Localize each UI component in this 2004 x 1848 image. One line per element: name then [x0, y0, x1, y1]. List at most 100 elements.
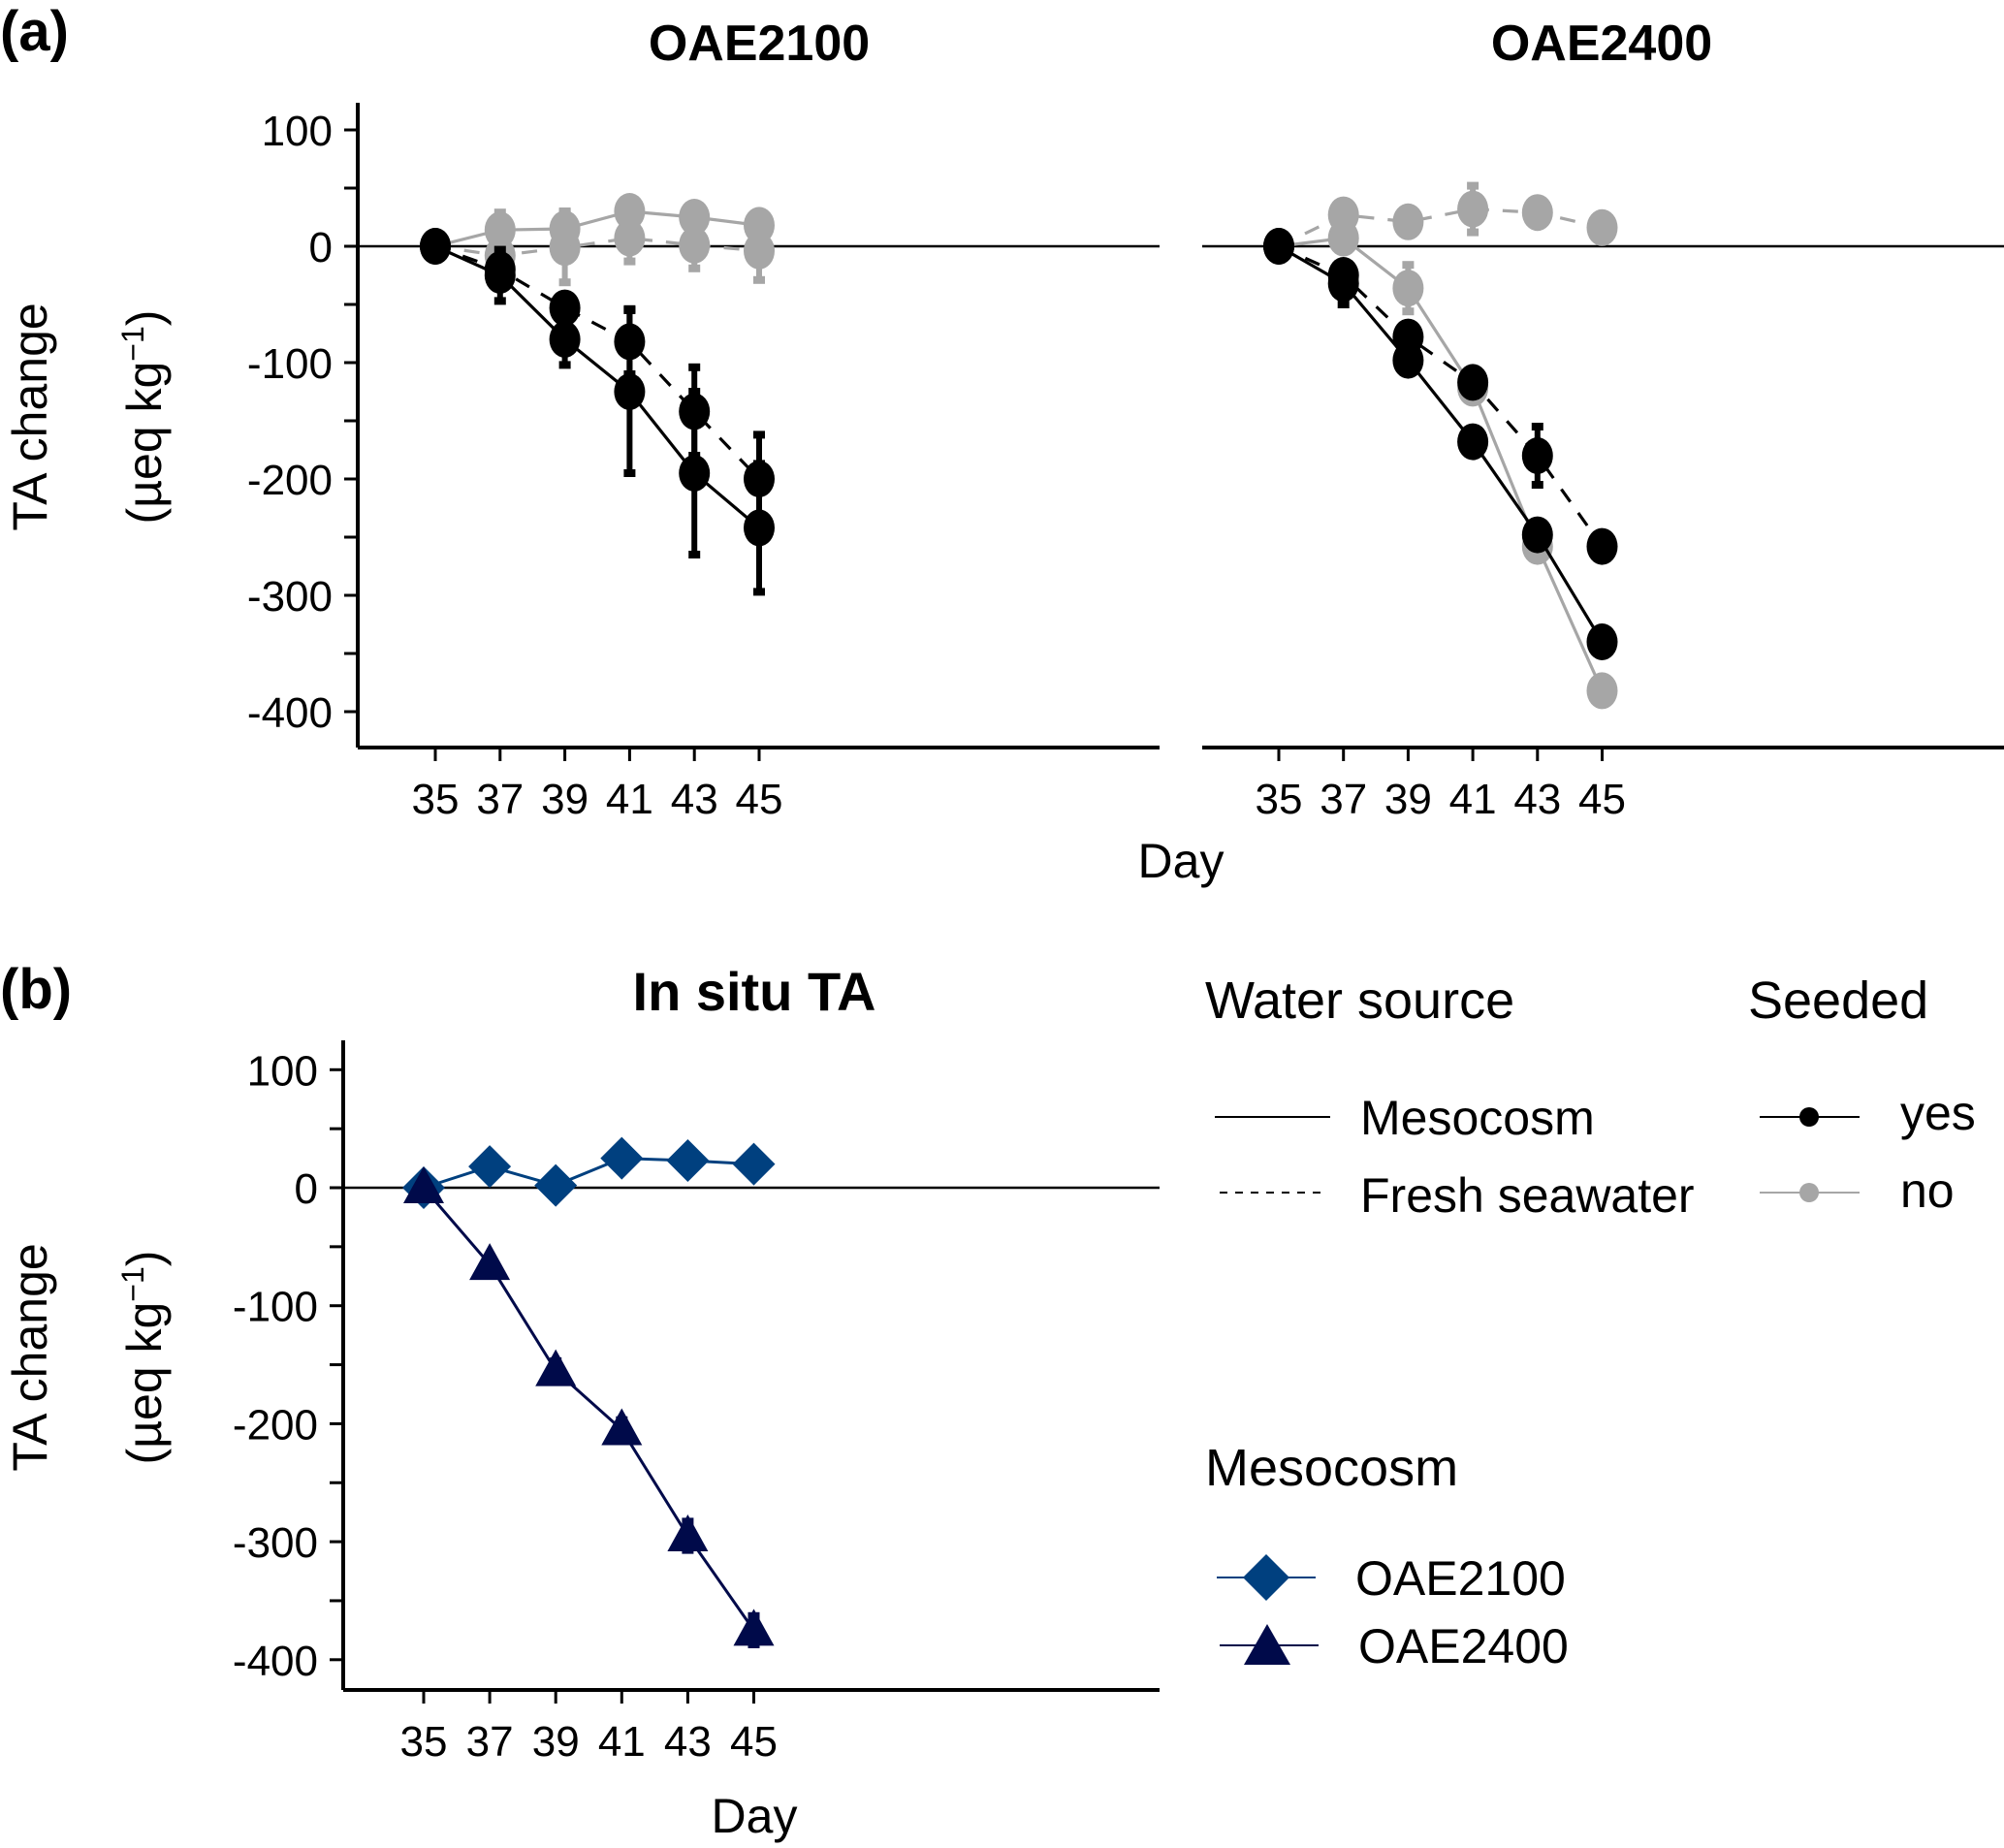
- error-bar-cap: [493, 297, 506, 305]
- data-point: [1327, 219, 1359, 257]
- series-line: [422, 1187, 755, 1632]
- x-tick-label: 37: [476, 776, 524, 823]
- data-point: [1392, 203, 1424, 240]
- legend-seeded-title: Seeded: [1748, 972, 1928, 1030]
- plot-in-situ-ta: 35 37 39 41 43 45 100 0 -100 -200 -300 -400: [233, 1040, 1160, 1766]
- error-bar-cap: [753, 275, 765, 284]
- data-point-triangle: [601, 1408, 643, 1446]
- x-tick-label: 41: [606, 776, 653, 823]
- data-point-diamond: [732, 1142, 776, 1186]
- series-fresh-seawater-seeded-yes: [420, 228, 775, 527]
- x-tick-label: 41: [598, 1718, 646, 1766]
- data-point: [614, 193, 646, 230]
- data-point: [1457, 364, 1489, 401]
- y-tick-label: -100: [233, 1284, 318, 1331]
- y-tick-label: -200: [233, 1401, 318, 1449]
- x-tick-label: 37: [466, 1718, 514, 1766]
- data-point: [1521, 516, 1553, 554]
- series-fresh-seawater-seeded-no: [1263, 181, 1618, 265]
- data-point: [744, 509, 775, 547]
- error-bar-cap: [1337, 258, 1350, 267]
- y-axis-title-line2: (µeq kg−1): [115, 1251, 172, 1465]
- y-tick-label: -400: [247, 689, 333, 737]
- data-point: [1457, 190, 1489, 228]
- series-mesocosm-seeded-no: [1263, 219, 1618, 710]
- series-mesocosm-seeded-yes: [420, 228, 775, 596]
- data-point-diamond: [666, 1139, 710, 1183]
- y-tick-label: 100: [262, 108, 333, 155]
- legend-item-mesocosm: Mesocosm: [1360, 1091, 1595, 1145]
- y-axis-title-line2: (µeq kg−1): [115, 310, 172, 525]
- series-line: [434, 244, 761, 529]
- data-point: [1586, 672, 1618, 710]
- facet-title-oae2400: OAE2400: [1491, 16, 1712, 72]
- x-tick-label: 45: [736, 776, 783, 823]
- data-point: [744, 207, 775, 244]
- error-bar-cap: [753, 588, 765, 596]
- error-bar-cap: [688, 388, 701, 396]
- data-point-diamond: [600, 1136, 644, 1180]
- legend-seeded-yes-point-icon: [1799, 1107, 1819, 1127]
- data-point-triangle: [403, 1166, 444, 1203]
- data-point-triangle: [469, 1243, 511, 1281]
- error-bar-cap: [623, 469, 636, 477]
- error-bar-cap: [688, 551, 701, 558]
- series-mesocosm-seeded-no: [420, 193, 775, 265]
- series-fresh-seawater-seeded-yes: [1263, 228, 1618, 565]
- y-axis-title-a: TA change (µeq kg−1): [3, 303, 172, 530]
- series-mesocosm-seeded-yes: [1263, 228, 1618, 660]
- error-bar-cap: [558, 278, 571, 287]
- data-point: [1457, 423, 1489, 461]
- data-point-diamond: [534, 1163, 578, 1207]
- y-tick-label: -200: [247, 457, 333, 504]
- x-tick-label: 37: [1320, 776, 1367, 823]
- error-bar-cap: [1531, 423, 1543, 430]
- error-bar-cap: [1337, 301, 1350, 308]
- data-point: [420, 228, 451, 265]
- legend-water-source-title: Water source: [1205, 972, 1514, 1030]
- x-tick-label: 39: [532, 1718, 580, 1766]
- legend-item-no: no: [1900, 1163, 1955, 1218]
- data-point: [1263, 228, 1294, 265]
- series-line: [434, 244, 761, 481]
- legend-seeded-no-point-icon: [1799, 1183, 1819, 1202]
- x-tick-label: 41: [1449, 776, 1497, 823]
- error-bar-cap: [1402, 307, 1415, 316]
- series-oae2400: [403, 1166, 775, 1648]
- data-point: [1521, 437, 1553, 474]
- legend-mesocosm-title: Mesocosm: [1205, 1439, 1458, 1497]
- x-tick-label: 43: [671, 776, 718, 823]
- data-point: [1521, 194, 1553, 232]
- error-bar-cap: [623, 306, 636, 314]
- x-tick-label: 43: [664, 1718, 712, 1766]
- data-point: [679, 226, 711, 264]
- x-tick-label: 35: [412, 776, 460, 823]
- legend-item-oae2400: OAE2400: [1358, 1619, 1569, 1673]
- x-tick-label: 45: [730, 1718, 778, 1766]
- data-point: [679, 199, 711, 236]
- y-tick-label: 0: [295, 1165, 318, 1213]
- x-tick-label: 39: [1384, 776, 1432, 823]
- error-bar-cap: [623, 257, 636, 266]
- x-tick-label: 35: [1256, 776, 1303, 823]
- series-oae2100: [402, 1136, 776, 1209]
- series-line: [1278, 244, 1604, 548]
- error-bar-cap: [1467, 228, 1479, 237]
- legend-water-source: Water source Mesocosm Fresh seawater: [1205, 972, 1695, 1223]
- error-bar-cap: [753, 430, 765, 439]
- legend-item-fresh-seawater: Fresh seawater: [1360, 1168, 1695, 1223]
- data-point: [549, 321, 581, 358]
- plot-oae2100: 35 37 39 41 43 45 100 0 -100 -200 -300 -400: [247, 103, 1160, 823]
- data-point-triangle: [733, 1609, 775, 1646]
- data-point: [484, 257, 516, 294]
- x-tick-label: 39: [541, 776, 588, 823]
- legend-item-yes: yes: [1900, 1086, 1976, 1140]
- y-tick-label: -300: [233, 1519, 318, 1567]
- panel-label-a: (a): [0, 0, 69, 63]
- plot-oae2400: 35 37 39 41 43 45: [1202, 181, 2004, 823]
- y-tick-label: -300: [247, 573, 333, 621]
- error-bar-cap: [558, 361, 571, 369]
- y-axis-title-line1: TA change: [3, 303, 57, 530]
- x-tick-label: 35: [400, 1718, 448, 1766]
